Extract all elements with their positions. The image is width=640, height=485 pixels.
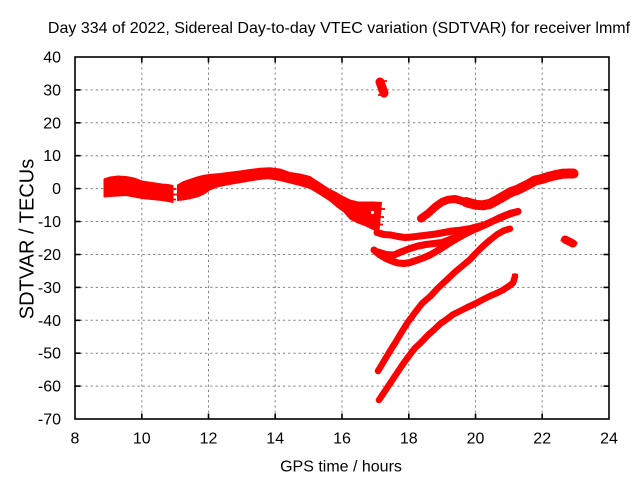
svg-text:GPS time / hours: GPS time / hours bbox=[280, 459, 402, 476]
svg-text:40: 40 bbox=[43, 50, 61, 67]
svg-text:22: 22 bbox=[533, 431, 551, 448]
svg-text:-40: -40 bbox=[38, 313, 61, 330]
svg-text:-20: -20 bbox=[38, 247, 61, 264]
svg-text:SDTVAR / TECUs: SDTVAR / TECUs bbox=[17, 159, 39, 319]
svg-text:10: 10 bbox=[133, 431, 151, 448]
svg-text:20: 20 bbox=[43, 115, 61, 132]
svg-text:0: 0 bbox=[52, 181, 61, 198]
svg-text:-70: -70 bbox=[38, 412, 61, 429]
svg-text:12: 12 bbox=[200, 431, 218, 448]
svg-text:10: 10 bbox=[43, 148, 61, 165]
svg-text:14: 14 bbox=[266, 431, 284, 448]
svg-text:20: 20 bbox=[467, 431, 485, 448]
svg-text:16: 16 bbox=[333, 431, 351, 448]
svg-text:-60: -60 bbox=[38, 379, 61, 396]
svg-text:30: 30 bbox=[43, 82, 61, 99]
svg-text:-50: -50 bbox=[38, 346, 61, 363]
svg-text:24: 24 bbox=[600, 431, 618, 448]
svg-text:Day 334 of 2022, Sidereal Day-: Day 334 of 2022, Sidereal Day-to-day VTE… bbox=[48, 20, 631, 37]
svg-text:18: 18 bbox=[400, 431, 418, 448]
svg-text:-30: -30 bbox=[38, 280, 61, 297]
svg-text:-10: -10 bbox=[38, 214, 61, 231]
svg-text:8: 8 bbox=[71, 431, 80, 448]
